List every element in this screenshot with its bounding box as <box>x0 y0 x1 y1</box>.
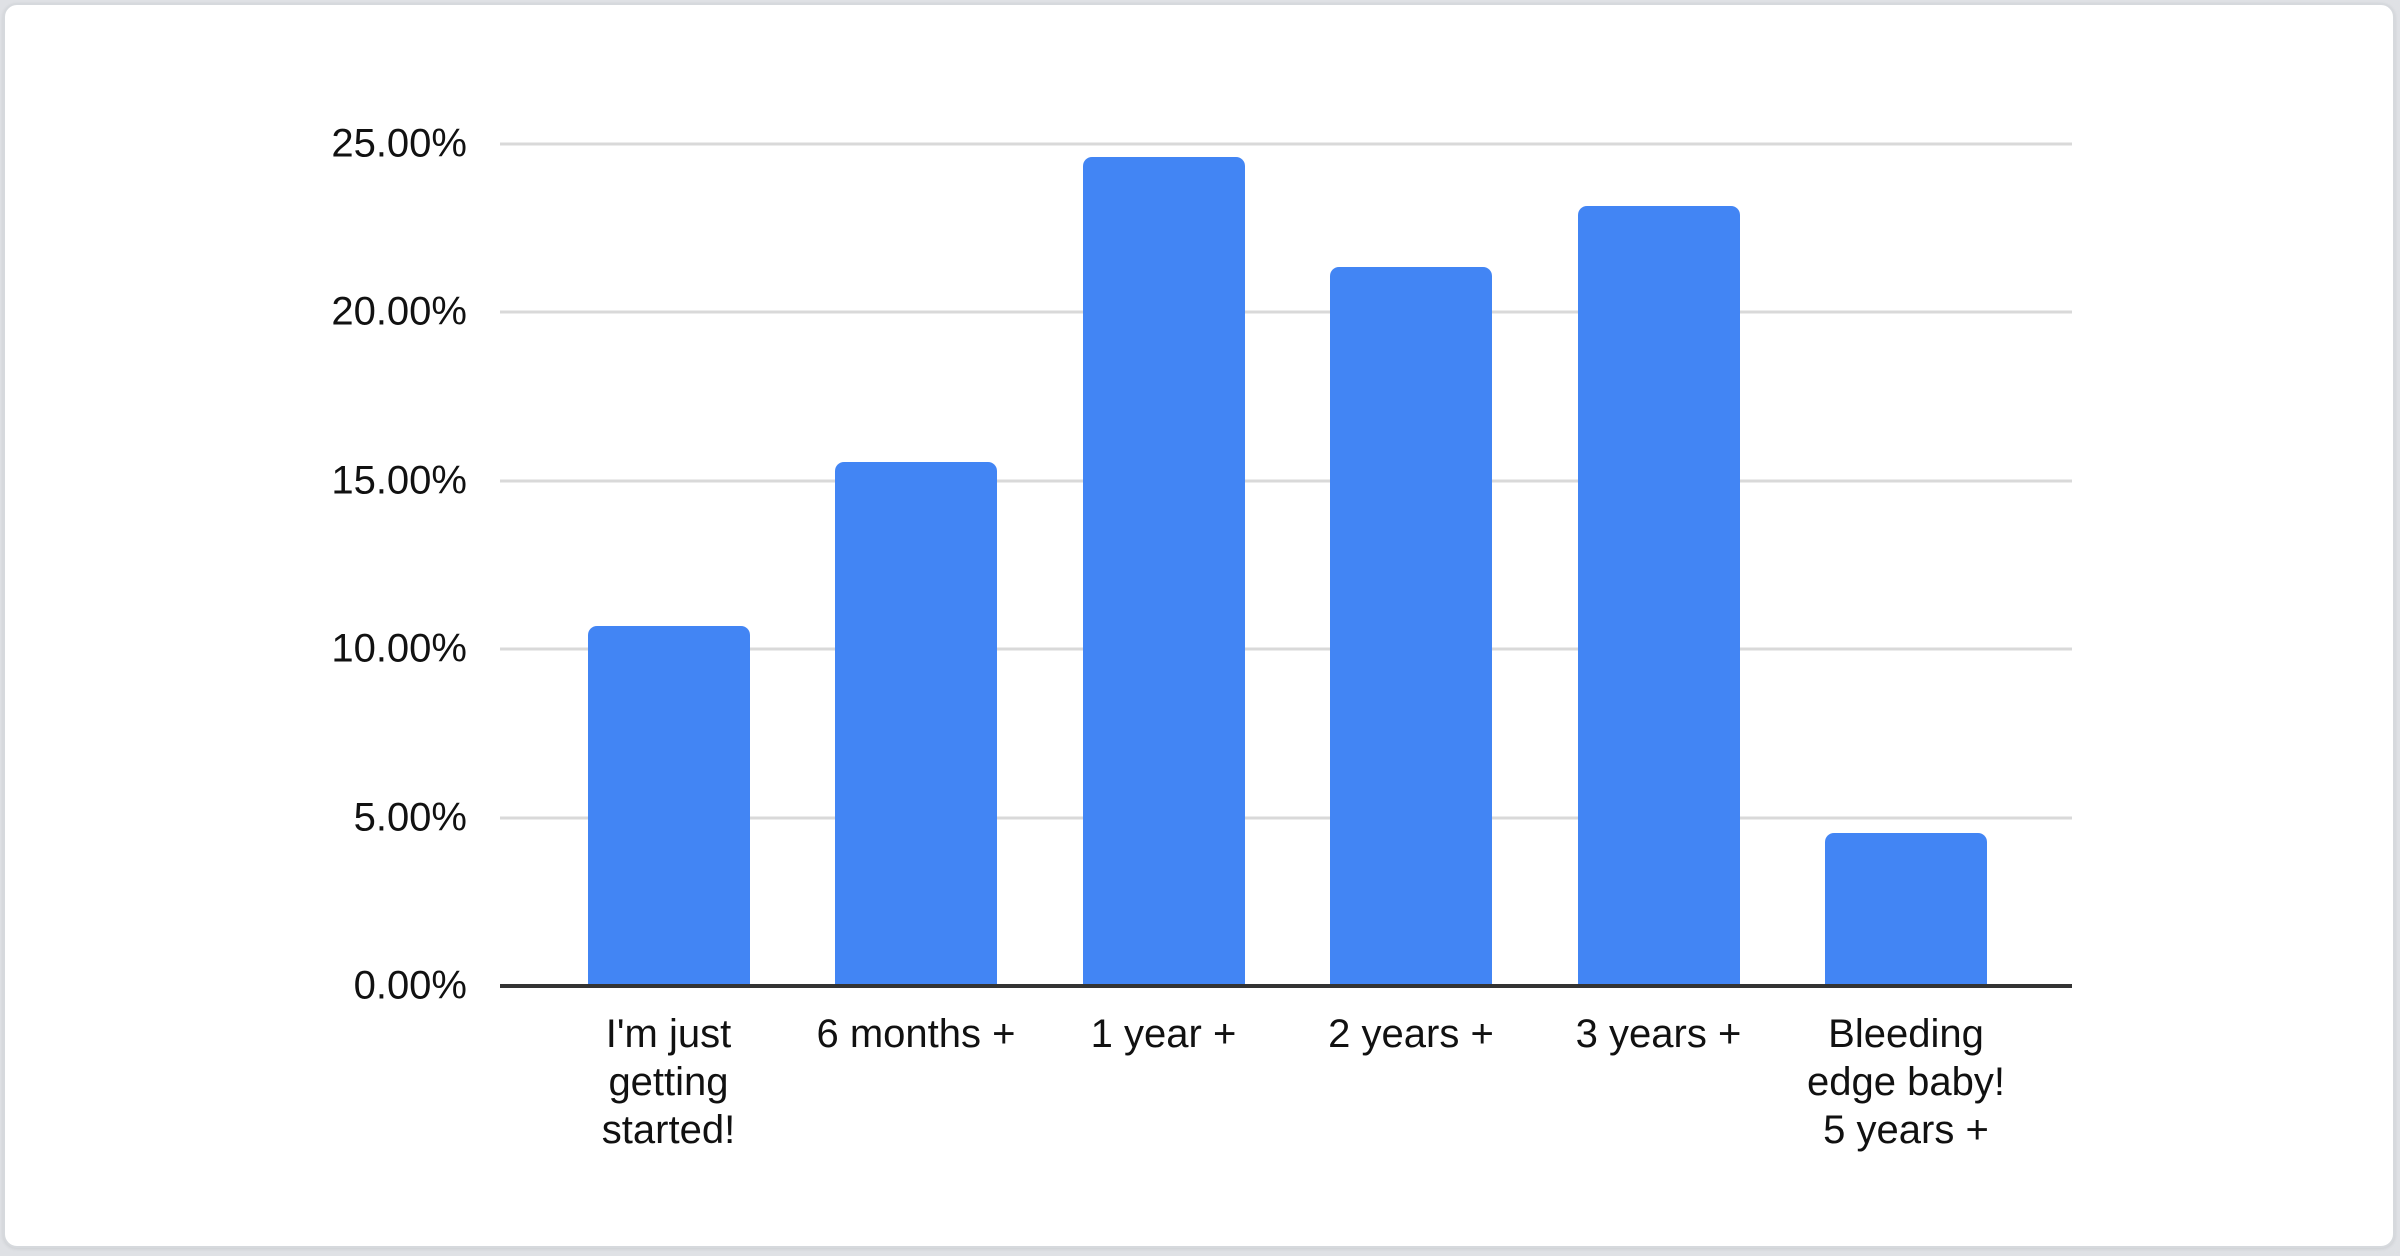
bar-4[interactable] <box>1330 266 1493 986</box>
x-axis-label: 3 years + <box>1575 1012 1742 1056</box>
y-axis-tick-label: 20.00% <box>331 289 467 334</box>
bar-5[interactable] <box>1577 206 1740 986</box>
x-axis-label: 1 year + <box>1090 1012 1237 1056</box>
y-axis-tick-label: 5.00% <box>353 795 467 840</box>
x-axis-label: I'm just getting started! <box>601 1012 736 1152</box>
y-axis-tick-label: 0.00% <box>353 963 467 1008</box>
bar-3[interactable] <box>1082 157 1245 986</box>
plot-area <box>500 142 2072 988</box>
y-axis-tick-label: 25.00% <box>331 121 467 166</box>
gridline <box>500 142 2072 146</box>
bar-2[interactable] <box>835 462 998 986</box>
gridline <box>500 816 2072 820</box>
x-axis-label: 2 years + <box>1328 1012 1494 1056</box>
bar-6[interactable] <box>1825 832 1988 986</box>
y-axis-tick-label: 10.00% <box>331 626 467 671</box>
gridline <box>500 310 2072 314</box>
gridline <box>500 647 2072 651</box>
bar-1[interactable] <box>587 625 750 986</box>
gridline <box>500 479 2072 483</box>
x-axis-label: 6 months + <box>816 1012 1016 1056</box>
y-axis-tick-label: 15.00% <box>331 458 467 503</box>
chart-card: 0.00% 5.00% 10.00% 15.00% 20.00% 25.00% I'm j… <box>3 3 2395 1248</box>
x-axis-line <box>500 984 2072 988</box>
x-axis-label: Bleeding edge baby! 5 years + <box>1807 1012 2005 1152</box>
